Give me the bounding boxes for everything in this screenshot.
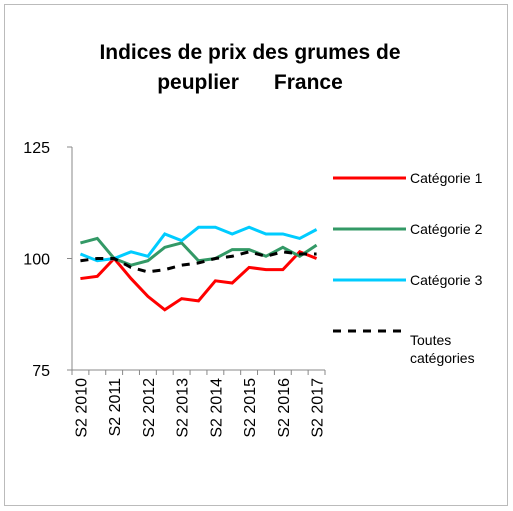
- x-tick-label: S2 2010: [73, 378, 90, 438]
- legend-label: Catégorie 3: [410, 272, 483, 288]
- x-tick-label: S2 2014: [208, 378, 225, 438]
- x-tick-label: S2 2015: [242, 378, 259, 438]
- y-tick-label: 75: [32, 363, 50, 380]
- series-line: [79, 225, 318, 263]
- x-tick-label: S2 2012: [141, 378, 158, 438]
- x-tick-label: S2 2017: [310, 378, 327, 438]
- series-line: [80, 236, 318, 267]
- x-tick-label: S2 2013: [175, 378, 192, 438]
- x-tick-label: S2 2011: [107, 378, 124, 437]
- series-line: [80, 250, 317, 274]
- y-tick-label: 100: [23, 252, 50, 269]
- y-tick-label: 125: [23, 140, 50, 157]
- legend-label: Catégorie 1: [410, 170, 483, 186]
- legend-label: Toutes catégories: [410, 332, 475, 366]
- x-tick-label: S2 2016: [276, 378, 293, 438]
- legend-label: Catégorie 2: [410, 221, 483, 237]
- chart-title: Indices de prix des grumes de peuplier F…: [99, 41, 407, 94]
- series-line: [80, 250, 318, 312]
